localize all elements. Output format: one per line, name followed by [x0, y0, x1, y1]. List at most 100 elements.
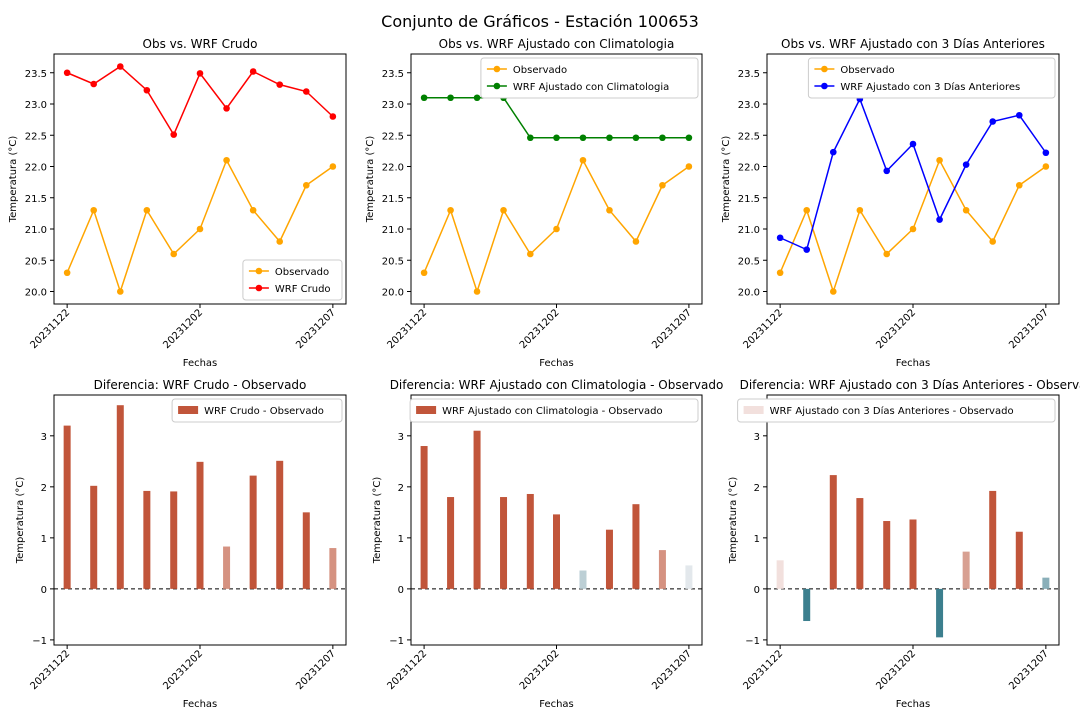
- data-point: [63, 69, 71, 77]
- data-point: [829, 148, 837, 156]
- y-tick-label: 2: [41, 483, 47, 494]
- data-point: [1042, 149, 1050, 157]
- x-axis-label: Fechas: [539, 699, 574, 710]
- legend-marker: [493, 65, 501, 73]
- y-tick-label: 20.0: [25, 288, 47, 299]
- axes-frame: [766, 394, 1060, 646]
- legend-label: WRF Crudo - Observado: [204, 406, 324, 417]
- legend-box: [480, 57, 699, 99]
- bar: [1015, 531, 1023, 589]
- axes-frame: [410, 394, 703, 646]
- data-point: [90, 80, 98, 88]
- bar: [909, 519, 917, 589]
- legend-box: [807, 57, 1056, 99]
- data-point: [606, 134, 613, 142]
- data-point: [249, 68, 257, 75]
- bar: [116, 405, 124, 589]
- data-point: [302, 88, 310, 95]
- data-point: [223, 105, 230, 112]
- data-point: [553, 225, 560, 233]
- data-point: [829, 288, 837, 295]
- legend: Observado WRF Crudo: [242, 259, 343, 301]
- bar: [302, 512, 310, 589]
- y-tick-label: 23.5: [738, 69, 760, 80]
- bar: [883, 521, 891, 589]
- data-point: [579, 156, 587, 164]
- data-point: [685, 163, 693, 170]
- bar: [856, 498, 864, 589]
- data-point: [527, 250, 534, 258]
- legend-label: WRF Ajustado con Climatologia - Observad…: [442, 406, 663, 417]
- data-point: [170, 250, 178, 258]
- y-tick-label: −1: [745, 636, 760, 647]
- data-point: [447, 94, 454, 102]
- bar: [553, 514, 560, 589]
- data-point: [420, 94, 428, 102]
- y-tick-label: 1: [754, 534, 760, 545]
- data-point: [936, 216, 943, 223]
- bar: [500, 497, 508, 589]
- y-tick-label: 23.0: [738, 100, 760, 111]
- y-tick-label: 23.5: [25, 69, 47, 80]
- bar: [605, 529, 613, 589]
- data-point: [1015, 111, 1023, 119]
- y-tick-label: 22.5: [738, 131, 760, 142]
- panel-title: Diferencia: WRF Crudo - Observado: [94, 378, 307, 392]
- data-point: [962, 206, 970, 214]
- y-tick-label: −1: [32, 636, 47, 647]
- data-point: [527, 134, 534, 142]
- legend-label: WRF Ajustado con 3 Días Anteriores - Obs…: [770, 405, 1014, 417]
- legend-label: WRF Ajustado con 3 Días Anteriores: [840, 81, 1020, 93]
- data-point: [276, 81, 284, 88]
- data-point: [632, 238, 640, 245]
- legend-swatch: [743, 406, 764, 414]
- data-point: [302, 181, 310, 189]
- legend: Observado WRF Ajustado con Climatologia: [480, 57, 699, 99]
- bar: [829, 475, 837, 589]
- panel-title: Obs vs. WRF Ajustado con Climatologia: [439, 37, 675, 51]
- y-tick-label: 22.5: [382, 131, 404, 142]
- bar: [420, 446, 428, 589]
- bar: [276, 460, 284, 589]
- legend-marker: [821, 65, 828, 73]
- data-point: [223, 156, 230, 164]
- bar: [329, 548, 337, 589]
- data-point: [500, 206, 507, 214]
- bar: [223, 546, 231, 589]
- data-point: [606, 206, 613, 214]
- x-axis-label: Fechas: [183, 699, 218, 710]
- data-point: [276, 238, 284, 245]
- y-tick-label: 2: [754, 483, 760, 494]
- bar: [90, 485, 98, 589]
- data-point: [170, 131, 178, 138]
- y-tick-label: 1: [398, 534, 404, 545]
- bar: [685, 565, 693, 589]
- data-point: [579, 134, 587, 142]
- axes-frame: [53, 394, 347, 646]
- y-tick-label: 20.5: [25, 256, 47, 267]
- data-point: [447, 206, 454, 214]
- y-tick-label: 0: [754, 585, 760, 596]
- legend-box: [171, 398, 343, 423]
- data-point: [803, 206, 811, 214]
- data-point: [776, 234, 784, 242]
- y-tick-label: 3: [398, 432, 404, 443]
- panel-title: Diferencia: WRF Ajustado con Climatologi…: [390, 378, 724, 392]
- bar: [936, 588, 944, 638]
- bar: [962, 551, 970, 589]
- y-tick-label: 1: [41, 534, 47, 545]
- y-axis-label: Temperatura (°C): [365, 136, 376, 224]
- panel-title: Diferencia: WRF Ajustado con 3 Días Ante…: [740, 378, 1080, 392]
- bar: [658, 550, 666, 589]
- y-tick-label: 21.0: [382, 225, 404, 236]
- legend-marker: [255, 284, 263, 292]
- legend-label: Observado: [513, 65, 567, 76]
- axes-frame: [410, 53, 703, 305]
- data-point: [196, 225, 204, 233]
- legend-label: WRF Ajustado con Climatologia: [513, 82, 669, 93]
- data-point: [90, 206, 98, 214]
- bar: [989, 490, 997, 589]
- bar: [776, 560, 784, 589]
- data-point: [143, 206, 151, 214]
